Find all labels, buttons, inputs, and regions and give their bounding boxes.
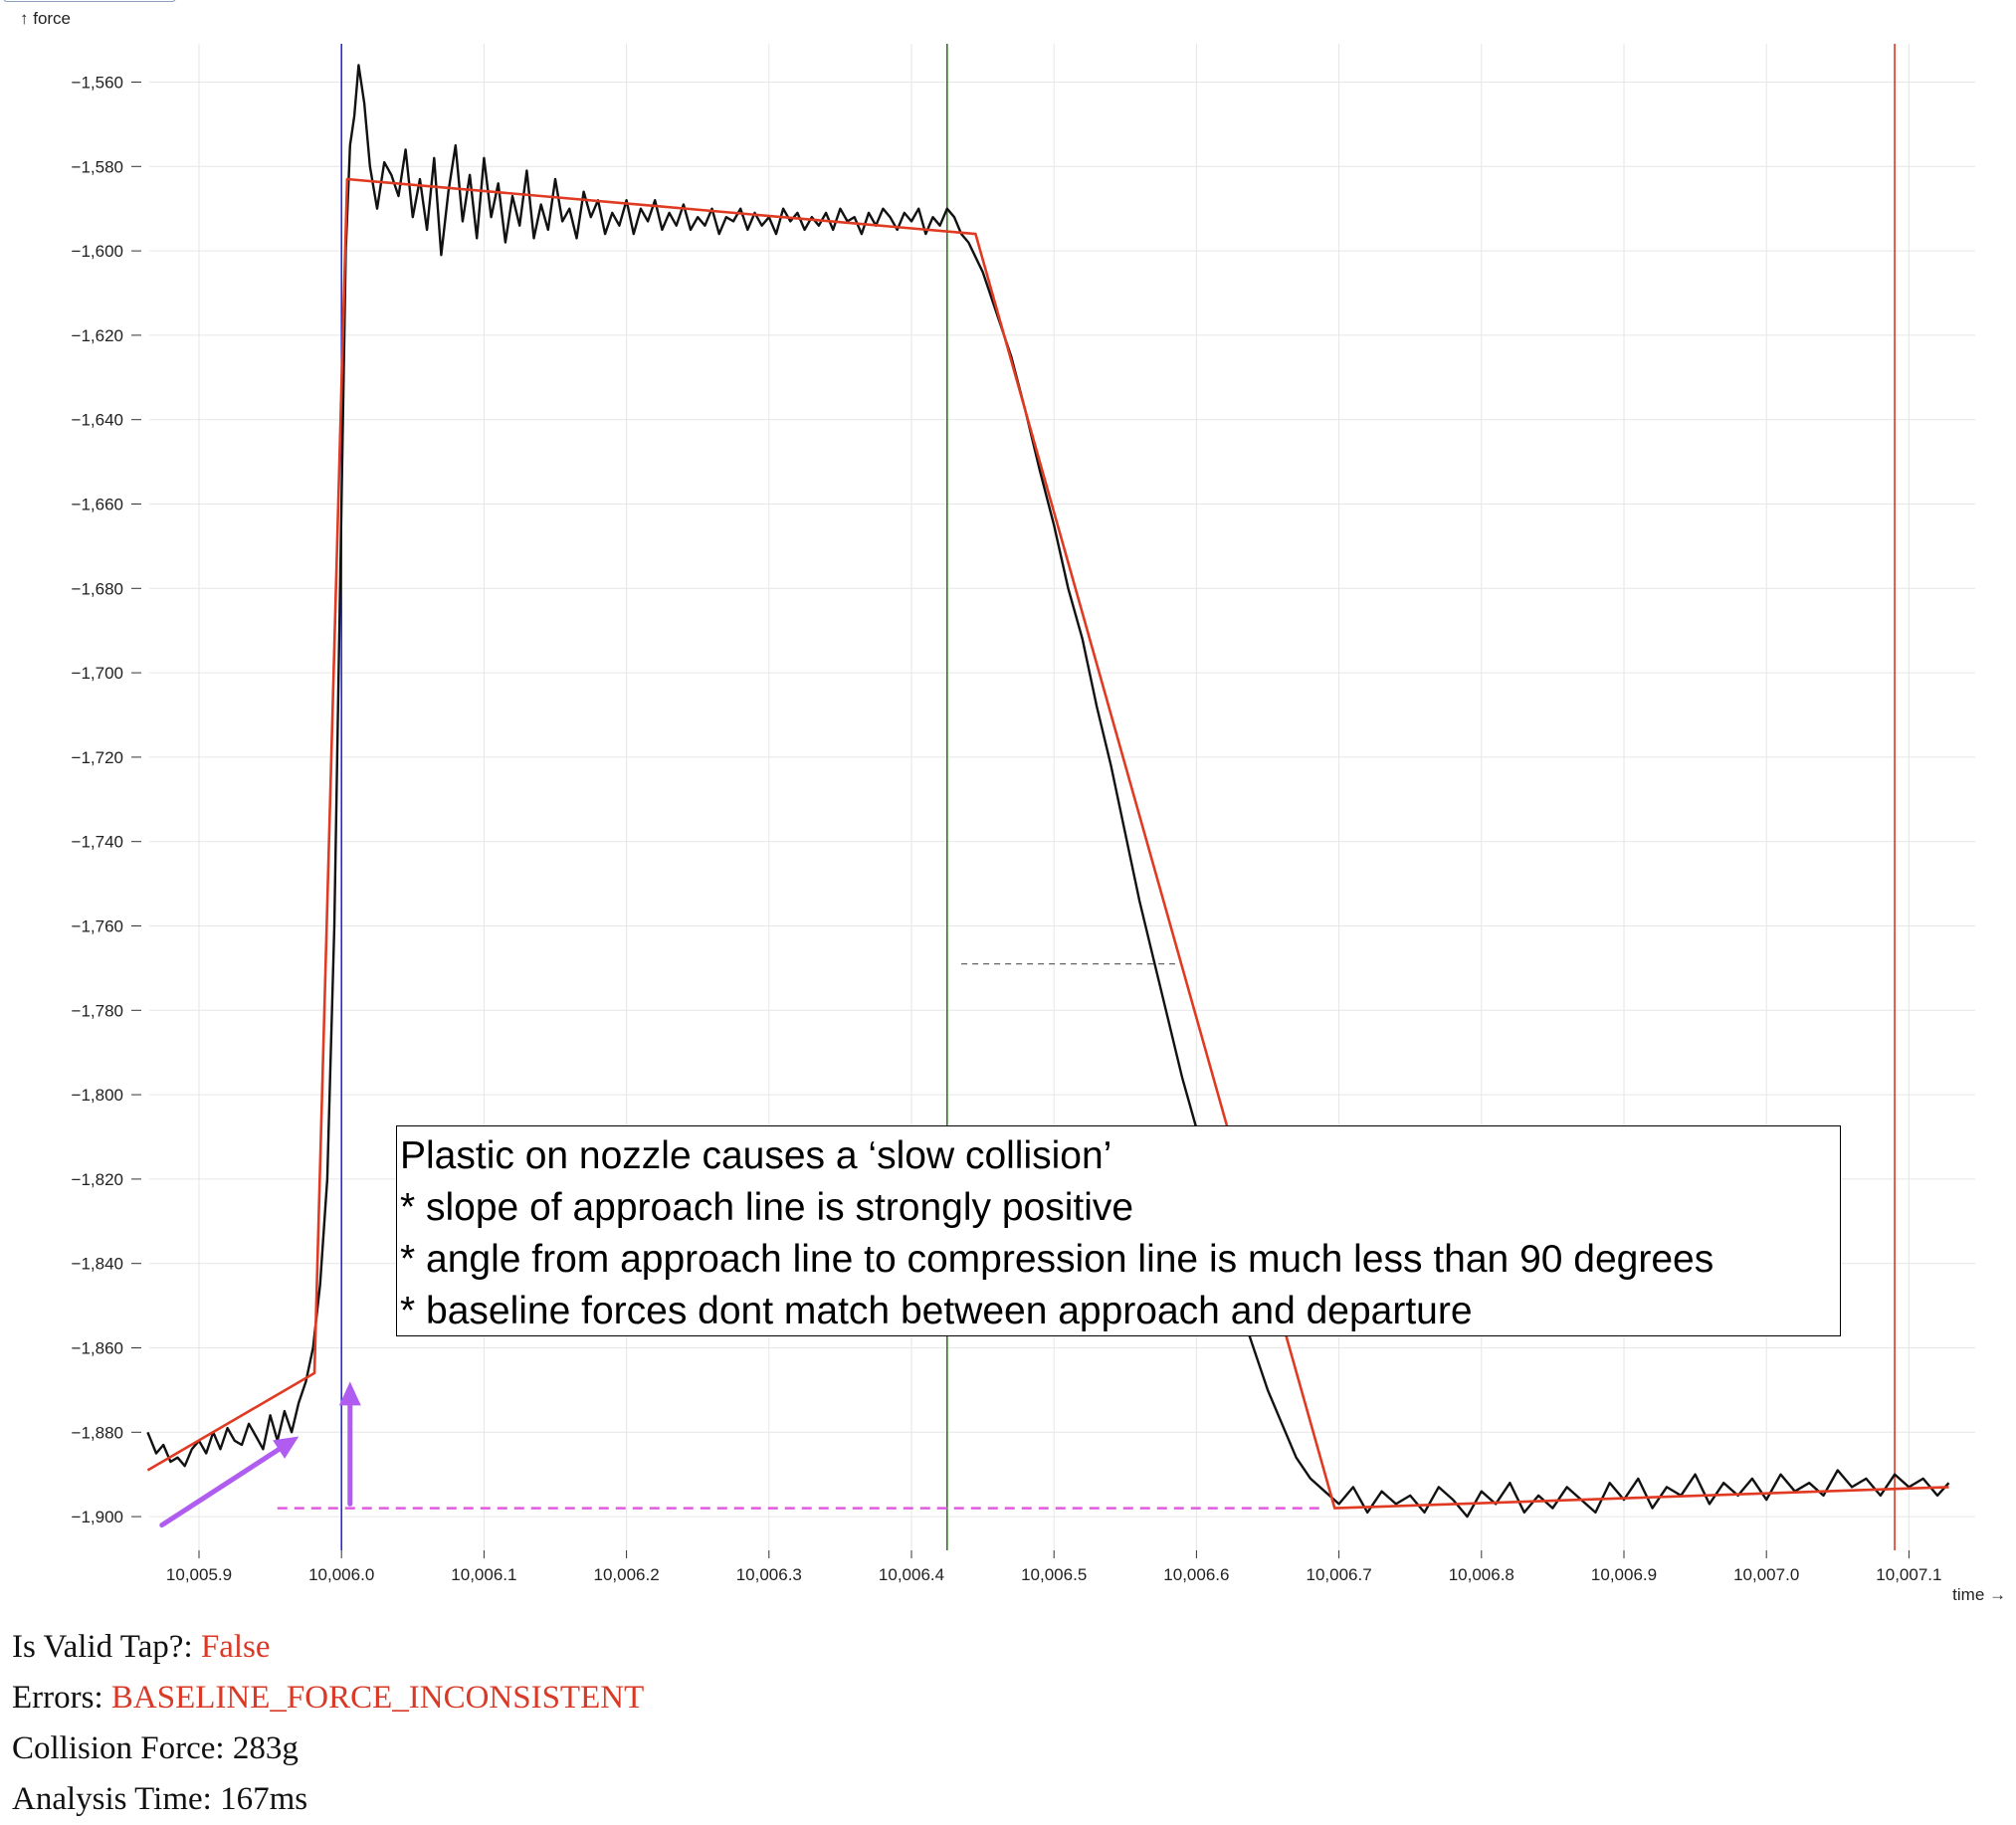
- valid-tap-label: Is Valid Tap?:: [12, 1629, 201, 1665]
- x-tick-label: 10,007.1: [1876, 1565, 1941, 1584]
- x-tick-label: 10,006.0: [308, 1565, 374, 1584]
- y-tick-label: −1,640: [72, 411, 123, 430]
- x-tick-label: 10,006.5: [1021, 1565, 1087, 1584]
- y-tick-label: −1,840: [72, 1255, 123, 1274]
- analysis-time-value: 167ms: [220, 1781, 308, 1817]
- series-lines: [146, 64, 1950, 1519]
- arrow-head: [273, 1436, 300, 1459]
- y-tick-label: −1,680: [72, 579, 123, 598]
- y-tick-label: −1,800: [72, 1086, 123, 1105]
- x-tick-label: 10,006.7: [1307, 1565, 1372, 1584]
- force-signal-line: [146, 64, 1950, 1519]
- y-tick-label: −1,740: [72, 833, 123, 852]
- analysis-time-row: Analysis Time: 167ms: [12, 1774, 644, 1825]
- annotation-line-1: Plastic on nozzle causes a ‘slow collisi…: [400, 1134, 1112, 1177]
- x-tick-label: 10,006.9: [1591, 1565, 1657, 1584]
- valid-tap-value: False: [200, 1629, 271, 1665]
- y-tick-label: −1,720: [72, 748, 123, 767]
- y-tick-label: −1,820: [72, 1170, 123, 1189]
- x-tick-label: 10,006.2: [594, 1565, 660, 1584]
- y-tick-label: −1,560: [72, 74, 123, 93]
- x-tick-label: 10,007.0: [1733, 1565, 1799, 1584]
- annotation-arrows: [159, 1381, 361, 1528]
- x-tick-label: 10,006.6: [1163, 1565, 1229, 1584]
- collision-force-value: 283g: [232, 1730, 299, 1766]
- fit-line: [146, 177, 1949, 1510]
- y-tick-label: −1,780: [72, 1001, 123, 1020]
- x-tick-label: 10,006.1: [451, 1565, 516, 1584]
- y-tick-label: −1,760: [72, 917, 123, 936]
- valid-tap-row: Is Valid Tap?: False: [12, 1622, 644, 1673]
- y-tick-label: −1,600: [72, 242, 123, 261]
- y-tick-label: −1,900: [72, 1508, 123, 1526]
- force-chart: ↑ force −1,560−1,580−1,600−1,620−1,640−1…: [20, 9, 2006, 1604]
- arrow-head: [338, 1381, 361, 1406]
- y-tick-label: −1,660: [72, 496, 123, 514]
- x-axis: 10,005.9 10,006.0 10,006.1 10,006.2 10,006.3…: [166, 1550, 1941, 1584]
- x-axis-title: time →: [1952, 1585, 2006, 1604]
- y-tick-label: −1,580: [72, 157, 123, 176]
- y-tick-label: −1,860: [72, 1339, 123, 1358]
- collision-force-label: Collision Force:: [12, 1730, 233, 1766]
- annotation-line-2: * slope of approach line is strongly pos…: [400, 1186, 1134, 1229]
- x-tick-label: 10,005.9: [166, 1565, 232, 1584]
- errors-row: Errors: BASELINE_FORCE_INCONSISTENT: [12, 1673, 644, 1724]
- analysis-time-label: Analysis Time:: [12, 1781, 221, 1817]
- x-tick-label: 10,006.8: [1449, 1565, 1514, 1584]
- y-axis-title: ↑ force: [20, 9, 71, 28]
- errors-label: Errors:: [12, 1680, 111, 1716]
- annotation-line-3: * angle from approach line to compressio…: [400, 1238, 1714, 1281]
- analysis-info: Is Valid Tap?: False Errors: BASELINE_FO…: [12, 1622, 644, 1825]
- errors-value: BASELINE_FORCE_INCONSISTENT: [110, 1680, 645, 1716]
- arrow-shaft: [159, 1447, 282, 1528]
- annotation-line-4: * baseline forces dont match between app…: [400, 1290, 1473, 1332]
- x-tick-label: 10,006.4: [879, 1565, 944, 1584]
- collision-force-row: Collision Force: 283g: [12, 1724, 644, 1774]
- y-axis: −1,560 −1,580 −1,600 −1,620 −1,640 −1,660 −1,6…: [72, 74, 141, 1526]
- y-tick-label: −1,880: [72, 1423, 123, 1442]
- x-tick-label: 10,006.3: [736, 1565, 802, 1584]
- y-tick-label: −1,700: [72, 664, 123, 683]
- dashed-reference-lines: [277, 963, 1325, 1510]
- annotation-box: Plastic on nozzle causes a ‘slow collisi…: [396, 1125, 1841, 1336]
- y-tick-label: −1,620: [72, 326, 123, 345]
